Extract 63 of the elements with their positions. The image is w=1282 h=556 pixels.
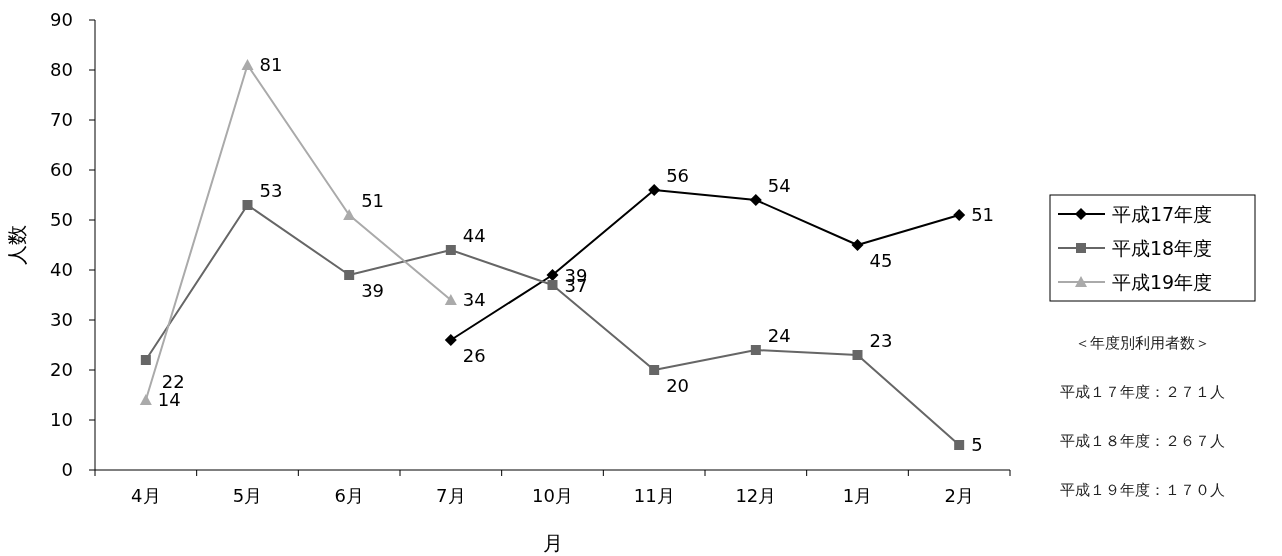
x-tick-label: 4月 bbox=[131, 485, 161, 506]
data-label: 51 bbox=[361, 190, 385, 211]
data-label: 24 bbox=[767, 325, 791, 346]
point bbox=[242, 200, 253, 210]
data-label: 20 bbox=[666, 375, 690, 396]
y-tick-label: 40 bbox=[50, 259, 73, 280]
data-label: 34 bbox=[462, 289, 486, 310]
y-tick-label: 60 bbox=[50, 159, 73, 180]
text: 平成１８年度：２６７人 bbox=[1059, 432, 1225, 450]
x-tick-label: 1月 bbox=[842, 485, 873, 506]
point bbox=[852, 350, 863, 360]
point bbox=[750, 345, 761, 355]
data-label: 5 bbox=[971, 434, 983, 455]
data-label: 44 bbox=[462, 225, 486, 246]
legend-label: 平成18年度 bbox=[1112, 237, 1213, 259]
data-label: 23 bbox=[869, 330, 893, 351]
data-label: 51 bbox=[971, 204, 995, 225]
point bbox=[344, 270, 355, 280]
text: ＜年度別利用者数＞ bbox=[1074, 334, 1210, 352]
data-label: 22 bbox=[161, 371, 185, 392]
point bbox=[851, 239, 864, 251]
point bbox=[444, 334, 457, 346]
point bbox=[445, 245, 456, 255]
text: 平成１９年度：１７０人 bbox=[1059, 481, 1225, 499]
legend-label: 平成19年度 bbox=[1112, 271, 1213, 293]
point bbox=[139, 394, 152, 405]
x-tick-label: 10月 bbox=[532, 485, 573, 506]
data-label: 54 bbox=[767, 175, 791, 196]
point bbox=[547, 280, 558, 290]
data-label: 56 bbox=[666, 165, 690, 186]
point bbox=[546, 269, 559, 281]
x-tick-label: 5月 bbox=[232, 485, 263, 506]
x-axis-title: 月 bbox=[542, 531, 563, 555]
data-label: 45 bbox=[869, 250, 893, 271]
data-label: 14 bbox=[157, 389, 181, 410]
legend-label: 平成17年度 bbox=[1112, 203, 1213, 225]
y-axis-title: 人数 bbox=[5, 225, 29, 265]
point bbox=[444, 294, 457, 305]
y-tick-label: 20 bbox=[50, 359, 73, 380]
point bbox=[953, 209, 966, 221]
x-tick-label: 12月 bbox=[735, 485, 777, 506]
y-tick-label: 10 bbox=[50, 409, 73, 430]
y-tick-label: 80 bbox=[50, 59, 73, 80]
x-tick-label: 7月 bbox=[436, 485, 466, 506]
y-tick-label: 70 bbox=[50, 109, 73, 130]
point bbox=[649, 365, 660, 375]
point bbox=[140, 355, 151, 365]
data-label: 53 bbox=[259, 180, 283, 201]
point bbox=[749, 194, 762, 206]
y-tick-label: 50 bbox=[50, 209, 73, 230]
point bbox=[954, 440, 965, 450]
y-tick-label: 30 bbox=[50, 309, 73, 330]
x-tick-label: 6月 bbox=[334, 485, 364, 506]
data-label: 39 bbox=[361, 280, 385, 301]
x-tick-label: 11月 bbox=[633, 485, 675, 506]
point bbox=[241, 59, 254, 70]
y-tick-label: 90 bbox=[50, 9, 73, 30]
data-label: 26 bbox=[462, 345, 486, 366]
text: 平成１７年度：２７１人 bbox=[1059, 383, 1225, 401]
x-tick-label: 2月 bbox=[944, 485, 974, 506]
data-label: 81 bbox=[259, 54, 283, 75]
point bbox=[648, 184, 661, 196]
y-tick-label: 0 bbox=[61, 459, 73, 480]
